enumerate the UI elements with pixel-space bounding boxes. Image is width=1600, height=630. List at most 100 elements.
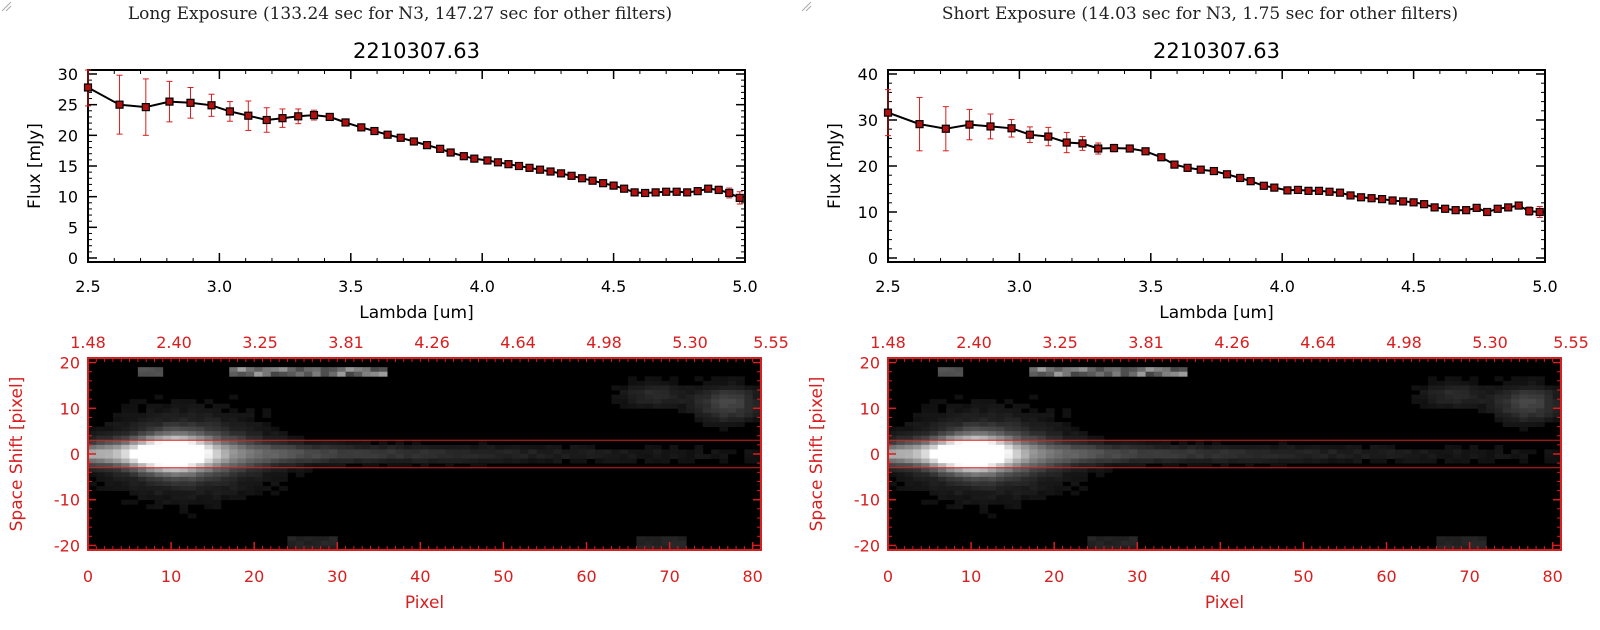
image-pixel <box>162 490 172 496</box>
image-pixel <box>187 476 197 482</box>
image-pixel <box>229 463 238 469</box>
image-pixel <box>954 371 964 377</box>
image-pixel <box>971 481 980 487</box>
flux-data-point <box>165 97 174 106</box>
image-pixel <box>137 454 147 459</box>
image-pixel <box>1079 444 1088 450</box>
image-pixel <box>229 412 238 418</box>
image-pixel <box>162 435 172 441</box>
y-tick-label: 20 <box>858 157 878 176</box>
image-pixel <box>752 458 762 464</box>
image-pixel <box>652 380 662 386</box>
image-pixel <box>694 408 704 414</box>
image-pixel <box>237 417 247 423</box>
image-pixel <box>727 399 737 405</box>
image-pixel <box>287 449 297 455</box>
image-pixel <box>137 426 147 432</box>
image-pixel <box>1494 444 1504 450</box>
image-pixel <box>1486 449 1495 455</box>
image-pixel <box>1378 444 1387 450</box>
image-pixel <box>752 412 762 418</box>
image-pixel <box>204 463 214 469</box>
resize-grip-icon[interactable] <box>800 0 812 12</box>
image-pixel <box>162 426 172 432</box>
image-pixel <box>1502 385 1512 391</box>
image-pixel <box>929 472 939 478</box>
image-pixel <box>979 412 989 418</box>
image-pixel <box>1178 367 1188 373</box>
image-pixel <box>702 403 712 409</box>
image-pixel <box>328 458 338 464</box>
image-pixel <box>187 490 197 496</box>
x-tick-label: 2.5 <box>75 277 100 296</box>
image-pixel <box>486 449 496 455</box>
image-pixel <box>1212 444 1221 450</box>
image-pixel <box>1270 458 1279 464</box>
image-pixel <box>912 463 922 469</box>
image-pixel <box>1137 449 1146 455</box>
image-pixel <box>478 449 488 455</box>
image-pixel <box>979 408 989 414</box>
image-pixel <box>196 495 205 501</box>
image-pixel <box>478 444 488 450</box>
image-pixel <box>987 490 997 496</box>
image-pixel <box>1469 394 1479 400</box>
image-pixel <box>921 472 930 478</box>
image-pixel <box>1079 467 1088 473</box>
image-pixel <box>1444 454 1454 459</box>
image-pixel <box>1494 399 1504 405</box>
flux-data-point <box>1525 206 1534 216</box>
image-pixel <box>212 490 222 496</box>
image-pixel <box>1029 422 1038 427</box>
image-pixel <box>954 476 964 482</box>
image-pixel <box>1436 536 1446 542</box>
image-pixel <box>1162 367 1171 373</box>
image-pixel <box>736 399 745 405</box>
image-pixel <box>987 486 997 491</box>
image-pixel <box>129 454 139 459</box>
image-pixel <box>1079 367 1088 373</box>
image-pixel <box>146 495 155 501</box>
image-pixel <box>987 481 997 487</box>
image-pixel <box>254 472 263 478</box>
image-pixel <box>954 486 964 491</box>
image-pixel <box>669 390 679 395</box>
image-pixel <box>996 403 1005 409</box>
image-pixel <box>1004 486 1014 491</box>
image-pixel <box>1004 472 1014 478</box>
image-pixel <box>196 490 205 496</box>
image-pixel <box>904 435 914 441</box>
image-pixel <box>1012 486 1022 491</box>
image-pixel <box>520 458 529 464</box>
image-pixel <box>295 371 305 377</box>
image-pixel <box>677 385 687 391</box>
flux-data-point <box>941 124 950 133</box>
image-pixel <box>1029 486 1038 491</box>
image-pixel <box>237 458 247 464</box>
image-pixel <box>1145 367 1155 373</box>
image-pixel <box>1029 435 1038 441</box>
image-pixel <box>962 449 972 455</box>
image-pixel <box>254 444 263 450</box>
image-pixel <box>719 399 729 405</box>
image-pixel <box>146 486 155 491</box>
image-pixel <box>594 458 604 464</box>
image-pixel <box>1137 458 1146 464</box>
image-pixel <box>1062 412 1072 418</box>
image-pixel <box>727 412 737 418</box>
image-pixel <box>1128 440 1138 446</box>
image-pixel <box>187 435 197 441</box>
image-pixel <box>337 444 346 450</box>
image-pixel <box>237 472 247 478</box>
image-pixel <box>237 371 247 377</box>
image-pixel <box>378 454 388 459</box>
image-pixel <box>337 371 346 377</box>
image-pixel <box>1552 408 1562 414</box>
image-pixel <box>1403 449 1412 455</box>
image-pixel <box>1519 417 1529 423</box>
image-pixel <box>946 467 955 473</box>
resize-grip-icon[interactable] <box>0 0 12 12</box>
image-pixel <box>1278 449 1288 455</box>
image-pixel <box>179 499 189 505</box>
image-pixel <box>996 467 1005 473</box>
